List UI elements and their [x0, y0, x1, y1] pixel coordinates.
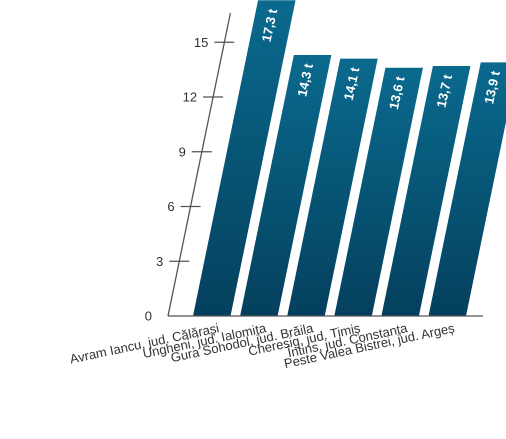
bar-value-label: 17,3 t: [259, 7, 281, 43]
bar: [334, 67, 423, 316]
bar: [193, 0, 296, 317]
bar: [381, 65, 471, 316]
y-axis-line: [167, 12, 232, 317]
bars-layer: [193, 0, 506, 317]
bar-value-label: 13,9 t: [481, 69, 503, 105]
bar-value-label: 14,1 t: [341, 65, 363, 101]
y-tick-label: 3: [156, 254, 163, 269]
y-tick-label: 6: [167, 199, 174, 214]
axis-layer: 0 3 6 9 12 15: [145, 12, 483, 324]
y-tick-label: 12: [183, 90, 197, 105]
bar: [428, 62, 506, 316]
bar: [287, 58, 378, 317]
bar-value-label: 13,7 t: [433, 73, 455, 109]
bar: [240, 55, 332, 317]
bar-value-label: 13,6 t: [386, 74, 408, 110]
bar-value-label: 14,3 t: [294, 62, 316, 98]
y-tick-label: 9: [179, 144, 186, 159]
y-tick-label: 0: [145, 309, 152, 324]
y-tick-label: 15: [194, 35, 208, 50]
